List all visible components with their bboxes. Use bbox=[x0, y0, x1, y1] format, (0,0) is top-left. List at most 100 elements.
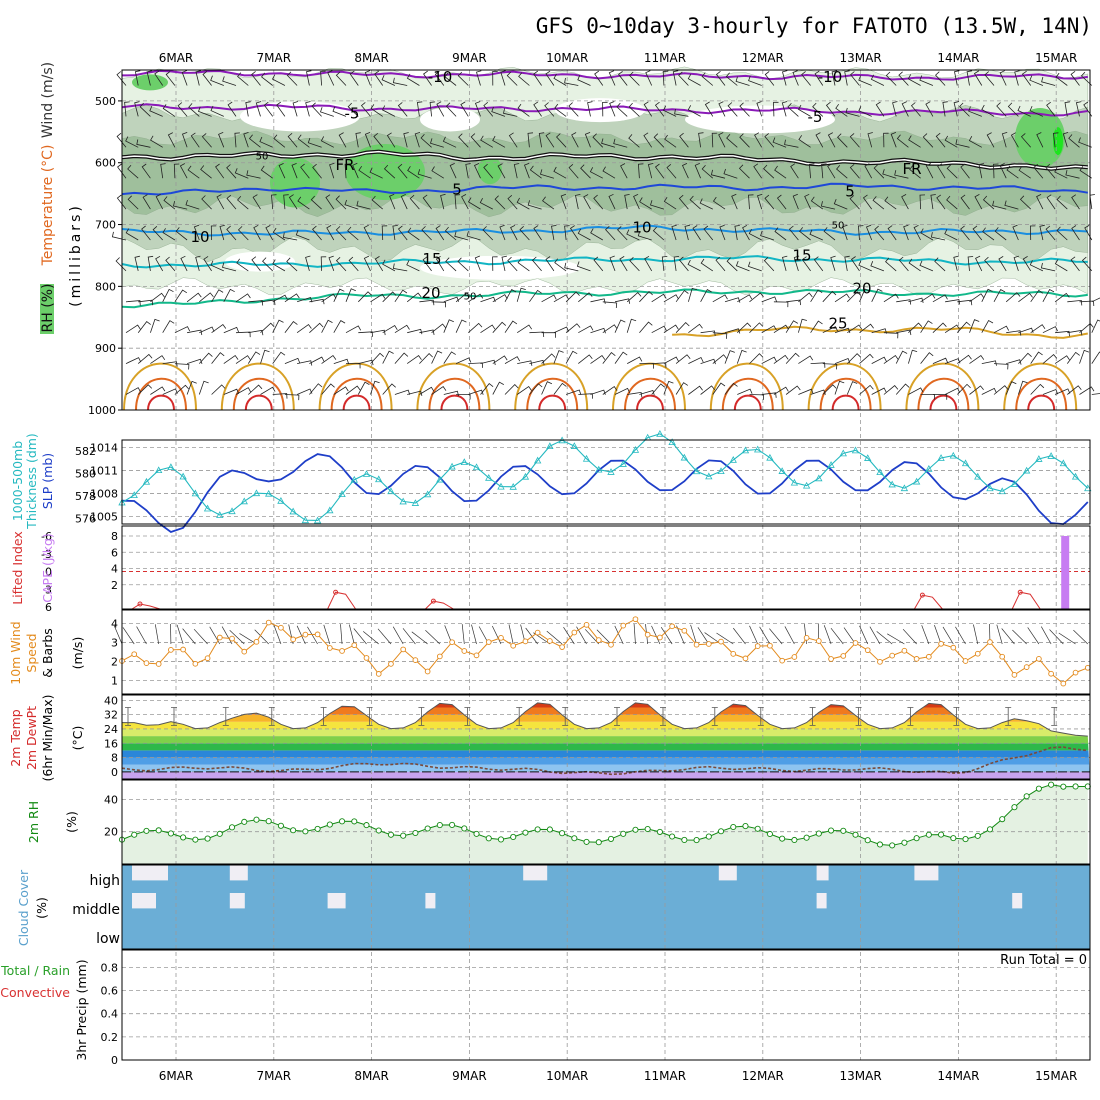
date-label-bottom: 14MAR bbox=[937, 1069, 979, 1083]
rh-ylabel-1: 2m RH bbox=[26, 801, 41, 843]
wind-barb bbox=[986, 132, 995, 148]
wind-barb bbox=[908, 297, 924, 304]
rh-marker bbox=[131, 831, 138, 838]
wind-barb bbox=[1089, 194, 1095, 210]
wind-barb bbox=[541, 332, 556, 338]
wind-barb bbox=[571, 132, 579, 148]
wind-barb bbox=[417, 169, 432, 179]
isotherm-25-lobe bbox=[514, 362, 589, 411]
wind-barb bbox=[443, 319, 454, 333]
date-label-bottom: 8MAR bbox=[354, 1069, 389, 1083]
wind-ylabel-1: 10m Wind bbox=[8, 621, 23, 684]
wind-barb-10m bbox=[823, 625, 832, 645]
rh-marker bbox=[1048, 781, 1055, 788]
wind-barb-10m bbox=[804, 624, 807, 645]
wind-barb bbox=[627, 356, 643, 364]
date-label-bottom: 9MAR bbox=[452, 1069, 487, 1083]
wind-barb bbox=[944, 324, 960, 334]
thickness-marker bbox=[925, 465, 933, 472]
wind-barb bbox=[804, 193, 811, 210]
wind-barb bbox=[711, 132, 718, 148]
wind-barb bbox=[723, 168, 738, 179]
wind-barb bbox=[846, 381, 858, 395]
li-bump bbox=[913, 594, 943, 610]
wind-barb bbox=[787, 103, 799, 117]
wind-barb bbox=[675, 382, 689, 395]
wind-speed-marker bbox=[143, 660, 150, 666]
wind-barb bbox=[1018, 165, 1031, 179]
wind-barb bbox=[760, 230, 775, 241]
wind-barb bbox=[177, 102, 188, 117]
wind-barb bbox=[827, 132, 836, 148]
wind-barb bbox=[210, 260, 224, 272]
thickness-marker bbox=[668, 438, 676, 445]
wind-barb bbox=[272, 259, 286, 272]
wind-barb bbox=[480, 135, 494, 148]
wind-barb bbox=[142, 194, 151, 210]
wind-barb bbox=[409, 194, 420, 210]
wind-barb bbox=[565, 350, 578, 364]
rh-marker bbox=[485, 835, 492, 842]
cape-ytick: 2 bbox=[111, 579, 118, 592]
wind-barb-10m bbox=[887, 633, 905, 645]
wind-barb bbox=[276, 101, 286, 117]
contour-label: 50 bbox=[464, 292, 477, 303]
wind-barb bbox=[1062, 132, 1069, 148]
wind-barb bbox=[150, 135, 163, 148]
wind-barb bbox=[1019, 195, 1031, 210]
wind-barb bbox=[482, 226, 494, 241]
wind-barb bbox=[296, 323, 312, 334]
temp-minmax-bar bbox=[660, 707, 666, 726]
wind-barb bbox=[925, 101, 934, 117]
wind-barb bbox=[862, 194, 873, 210]
wind-barb bbox=[436, 101, 445, 117]
wind-barb bbox=[663, 324, 679, 334]
thickness-marker bbox=[240, 497, 248, 505]
rh-marker bbox=[375, 827, 382, 834]
wind-barb bbox=[847, 353, 861, 364]
temp-ylabel-3: (6hr Min/Max) bbox=[40, 695, 55, 782]
wind-barb bbox=[222, 262, 237, 272]
wind-barb bbox=[901, 194, 909, 210]
wind-barb bbox=[764, 194, 775, 210]
wind-barb bbox=[678, 256, 689, 272]
wind-barb bbox=[200, 165, 212, 179]
wind-barb bbox=[937, 163, 946, 179]
rh-marker bbox=[705, 833, 712, 840]
wind-barb bbox=[577, 75, 591, 86]
cloud-clear-block bbox=[1012, 893, 1023, 909]
wind-barb bbox=[870, 261, 885, 272]
wind-barb bbox=[466, 231, 481, 241]
wind-barb bbox=[162, 388, 178, 395]
wind-barb bbox=[381, 75, 396, 86]
wind-barb bbox=[589, 167, 603, 179]
wind-speed-marker bbox=[889, 652, 896, 659]
wind-barb bbox=[152, 226, 163, 241]
isotherm-35-lobe bbox=[244, 394, 273, 411]
wind-barb bbox=[237, 226, 249, 241]
wind-barb-10m bbox=[859, 625, 869, 645]
wind-barb bbox=[529, 359, 545, 366]
date-label-bottom: 12MAR bbox=[742, 1069, 784, 1083]
wind-barb bbox=[137, 321, 151, 333]
cloud-clear-block bbox=[229, 865, 248, 881]
wind-barb bbox=[419, 299, 435, 306]
wind-barb bbox=[999, 70, 1007, 86]
wind-barb bbox=[992, 200, 1007, 210]
wind-barb bbox=[1042, 354, 1058, 364]
wind-barb bbox=[978, 163, 984, 179]
date-label-top: 15MAR bbox=[1035, 51, 1077, 65]
wind-speed-marker bbox=[449, 639, 455, 646]
wind-barb bbox=[922, 133, 934, 148]
temp-minmax-bar bbox=[320, 707, 327, 726]
wind-barb bbox=[181, 132, 188, 148]
thickness-marker bbox=[876, 468, 884, 476]
wind-barb bbox=[689, 195, 701, 210]
isotherm-30-lobe bbox=[135, 377, 187, 411]
thickness-marker bbox=[362, 470, 371, 477]
wind-speed-marker bbox=[852, 640, 859, 646]
wind-barb bbox=[216, 194, 225, 210]
wind-barb bbox=[628, 102, 640, 117]
wind-barb bbox=[932, 394, 948, 400]
wind-barb bbox=[197, 106, 212, 117]
